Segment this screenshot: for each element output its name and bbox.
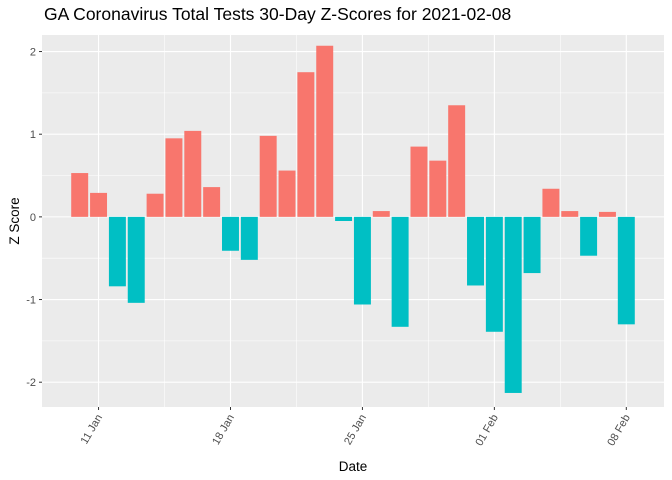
- bar: [429, 160, 447, 217]
- bars: [71, 45, 635, 393]
- y-tick-label: -2: [26, 377, 36, 389]
- bar: [222, 216, 239, 251]
- bar: [372, 211, 390, 217]
- bar: [259, 135, 277, 217]
- bar: [542, 188, 560, 217]
- bar: [297, 72, 315, 217]
- y-tick-label: 1: [30, 129, 36, 141]
- y-axis-title: Z Score: [7, 197, 22, 244]
- x-axis-title: Date: [339, 459, 368, 474]
- bar: [353, 216, 371, 305]
- bar: [410, 146, 428, 217]
- bar: [108, 216, 126, 287]
- bar: [448, 105, 466, 217]
- bar: [203, 187, 221, 217]
- bar: [617, 216, 635, 325]
- x-tick-label: 25 Jan: [342, 413, 369, 448]
- bar: [240, 216, 258, 260]
- x-axis: 11 Jan 18 Jan 25 Jan 01 Feb 08 Feb: [79, 407, 633, 448]
- bar: [580, 216, 598, 256]
- y-tick-label: 0: [30, 212, 36, 224]
- y-axis: -2 -1 0 1 2: [26, 47, 42, 389]
- x-tick-label: 11 Jan: [79, 413, 106, 447]
- bar: [391, 216, 409, 327]
- x-tick-label: 08 Feb: [605, 413, 633, 449]
- chart-title: GA Coronavirus Total Tests 30-Day Z-Scor…: [44, 4, 512, 24]
- bar: [504, 216, 522, 393]
- bar: [278, 170, 296, 217]
- bar: [127, 216, 145, 303]
- y-tick-label: -1: [26, 295, 36, 307]
- bar: [71, 173, 89, 217]
- bar: [485, 216, 503, 332]
- bar: [146, 193, 164, 217]
- bar: [598, 211, 616, 217]
- bar: [335, 216, 353, 221]
- bar: [90, 192, 108, 217]
- bar: [467, 216, 484, 286]
- bar: [184, 130, 202, 217]
- x-tick-label: 18 Jan: [210, 413, 237, 448]
- y-tick-label: 2: [30, 47, 36, 59]
- bar: [316, 45, 334, 217]
- bar: [165, 138, 183, 217]
- minor-gridlines: [42, 35, 664, 407]
- bar: [523, 216, 541, 274]
- x-tick-label: 01 Feb: [473, 413, 501, 449]
- bar: [561, 211, 579, 217]
